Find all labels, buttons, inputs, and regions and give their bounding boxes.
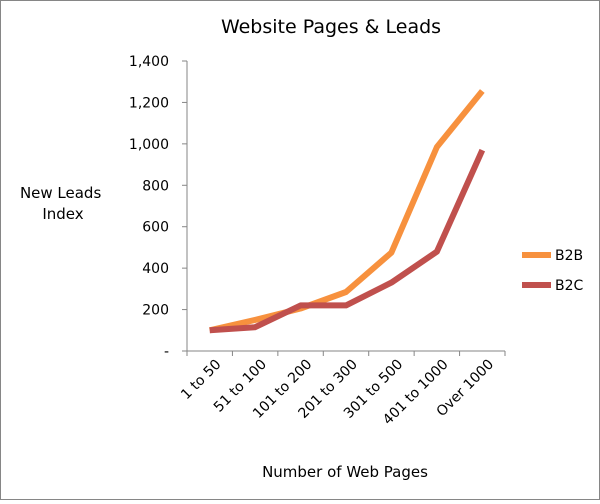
- legend: B2B B2C: [522, 248, 584, 294]
- series-line-b2b: [209, 89, 485, 334]
- x-tick-label: 1 to 50: [178, 357, 224, 403]
- y-tick-label: 800: [142, 178, 169, 194]
- y-axis-label-line-2: Index: [42, 205, 83, 223]
- y-tick-label: 400: [142, 261, 169, 277]
- y-axis-label-line-1: New Leads: [20, 184, 102, 202]
- chart-title: Website Pages & Leads: [221, 16, 441, 38]
- y-tick-label: -: [164, 344, 169, 360]
- y-tick-label: 1,000: [129, 137, 169, 153]
- legend-label-b2c: B2C: [555, 278, 584, 294]
- series-line-b2c: [209, 148, 486, 334]
- y-tick-label: 200: [142, 303, 169, 319]
- y-tick-label: 1,200: [129, 95, 169, 111]
- y-axis: - 200 400 600 800 1,000 1,200 1,400: [129, 54, 188, 360]
- x-axis-label: Number of Web Pages: [262, 463, 428, 481]
- y-axis-label: New Leads Index: [20, 184, 106, 223]
- legend-label-b2b: B2B: [555, 248, 583, 264]
- y-tick-label: 1,400: [129, 54, 169, 70]
- y-tick-label: 600: [142, 220, 169, 236]
- series-lines: [209, 89, 486, 334]
